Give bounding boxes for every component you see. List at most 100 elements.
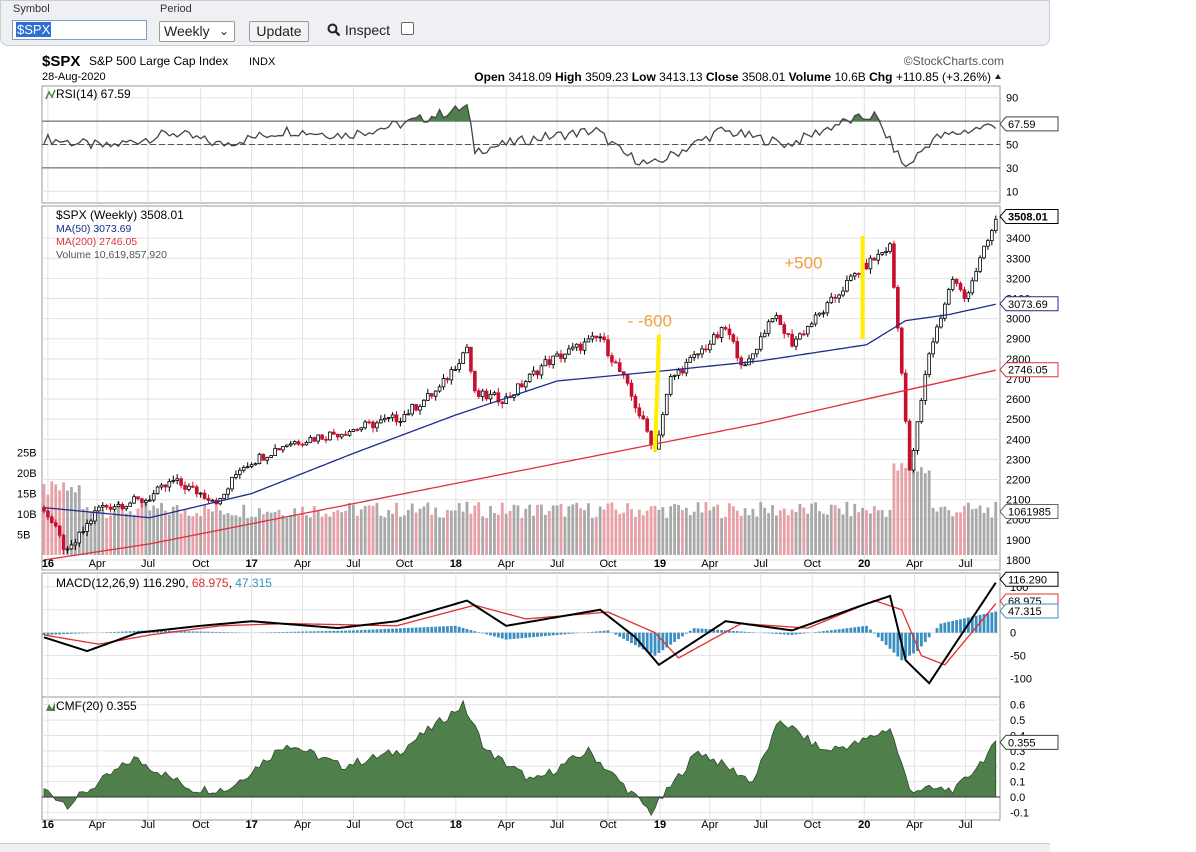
macd-histogram-bar bbox=[951, 621, 954, 633]
volume-bar bbox=[928, 470, 931, 555]
volume-bar bbox=[787, 515, 790, 555]
open-label: Open bbox=[474, 70, 505, 84]
volume-bar bbox=[904, 468, 907, 555]
macd-histogram-bar bbox=[846, 628, 849, 632]
volume-bar bbox=[403, 515, 406, 555]
macd-y-tick: 0 bbox=[1010, 628, 1016, 640]
price-candle bbox=[665, 394, 668, 414]
price-candle bbox=[129, 503, 132, 506]
macd-legend-macd: 116.290 bbox=[143, 576, 186, 590]
price-candle bbox=[736, 341, 739, 357]
x-tick-label: Oct bbox=[396, 819, 413, 831]
macd-histogram-bar bbox=[552, 633, 555, 636]
volume-bar bbox=[164, 511, 167, 555]
volume-bar bbox=[838, 508, 841, 555]
macd-histogram-bar bbox=[121, 632, 124, 633]
price-candle bbox=[697, 354, 700, 355]
price-candle bbox=[673, 375, 676, 376]
macd-histogram-bar bbox=[313, 631, 316, 632]
macd-histogram-bar bbox=[423, 627, 426, 632]
volume-bar bbox=[262, 514, 265, 555]
volume-bar bbox=[231, 515, 234, 555]
volume-bar bbox=[571, 504, 574, 555]
price-candle bbox=[802, 334, 805, 335]
volume-bar bbox=[419, 509, 422, 555]
macd-histogram-bar bbox=[438, 627, 441, 633]
price-candle bbox=[983, 246, 986, 258]
cmf-value-tag: 0.355 bbox=[1000, 735, 1058, 749]
volume-bar bbox=[603, 510, 606, 555]
macd-histogram-bar bbox=[62, 633, 65, 634]
volume-bar bbox=[489, 506, 492, 555]
price-candle bbox=[994, 219, 997, 230]
x-tick-label: 16 bbox=[42, 819, 54, 831]
macd-histogram-bar bbox=[285, 632, 288, 633]
macd-histogram-bar bbox=[607, 630, 610, 632]
price-candle bbox=[172, 481, 175, 482]
price-candle bbox=[58, 526, 61, 535]
price-candle bbox=[278, 448, 281, 450]
macd-histogram-bar bbox=[407, 628, 410, 633]
macd-histogram-bar bbox=[560, 633, 563, 635]
macd-histogram-bar bbox=[865, 626, 868, 633]
volume-bar bbox=[963, 506, 966, 555]
price-candle bbox=[462, 353, 465, 364]
price-candle bbox=[117, 504, 120, 506]
cmf-y-tick: -0.1 bbox=[1010, 807, 1029, 819]
macd-histogram-bar bbox=[732, 631, 735, 633]
ma50-value-tag: 3073.69 bbox=[1000, 297, 1058, 311]
ohlc-summary: Open 3418.09 High 3509.23 Low 3413.13 Cl… bbox=[474, 70, 991, 84]
price-candle bbox=[47, 511, 50, 517]
rsi-y-tick: 50 bbox=[1006, 140, 1018, 152]
volume-value: 10.6B bbox=[834, 70, 865, 84]
volume-bar bbox=[720, 518, 723, 555]
macd-histogram-bar bbox=[783, 633, 786, 635]
price-candle bbox=[779, 315, 782, 324]
price-candle bbox=[332, 432, 335, 434]
volume-bar bbox=[567, 506, 570, 555]
volume-bar bbox=[446, 510, 449, 555]
volume-bar bbox=[560, 504, 563, 555]
volume-bar bbox=[885, 517, 888, 555]
price-candle bbox=[207, 499, 210, 501]
macd-histogram-bar bbox=[473, 631, 476, 633]
price-candle bbox=[238, 470, 241, 474]
price-candle bbox=[650, 431, 653, 445]
macd-histogram-bar bbox=[748, 632, 751, 633]
macd-histogram-bar bbox=[603, 631, 606, 633]
price-candle bbox=[176, 479, 179, 481]
macd-histogram-bar bbox=[82, 633, 85, 634]
macd-histogram-bar bbox=[58, 633, 61, 635]
price-candle bbox=[438, 387, 441, 391]
macd-histogram-bar bbox=[622, 633, 625, 639]
price-candle bbox=[109, 507, 112, 509]
grid-lines bbox=[42, 86, 1000, 820]
price-candle bbox=[470, 347, 473, 371]
macd-histogram-bar bbox=[799, 633, 802, 634]
price-candle bbox=[336, 434, 339, 437]
price-candle bbox=[783, 325, 786, 334]
price-candle bbox=[877, 254, 880, 260]
rsi-series bbox=[44, 105, 996, 167]
price-candle bbox=[274, 448, 277, 455]
macd-histogram-bar bbox=[282, 632, 285, 633]
price-candle bbox=[630, 383, 633, 396]
price-candle bbox=[356, 429, 359, 430]
macd-histogram-bar bbox=[564, 633, 567, 635]
price-candle bbox=[344, 434, 347, 435]
price-legend-spx: $SPX (Weekly) 3508.01 bbox=[56, 208, 184, 222]
macd-histogram-bar bbox=[493, 633, 496, 637]
x-tick-label: 19 bbox=[654, 558, 666, 570]
price-candle bbox=[842, 291, 845, 295]
macd-histogram-bar bbox=[822, 631, 825, 633]
price-candle bbox=[744, 365, 747, 366]
volume-bar bbox=[889, 510, 892, 555]
macd-histogram-bar bbox=[681, 633, 684, 637]
macd-histogram-bar bbox=[838, 629, 841, 633]
price-candle bbox=[701, 349, 704, 354]
volume-bar bbox=[979, 506, 982, 555]
price-candle bbox=[712, 335, 715, 344]
price-candle bbox=[160, 485, 163, 487]
price-candle bbox=[579, 344, 582, 350]
x-tick-label: Jul bbox=[550, 819, 564, 831]
